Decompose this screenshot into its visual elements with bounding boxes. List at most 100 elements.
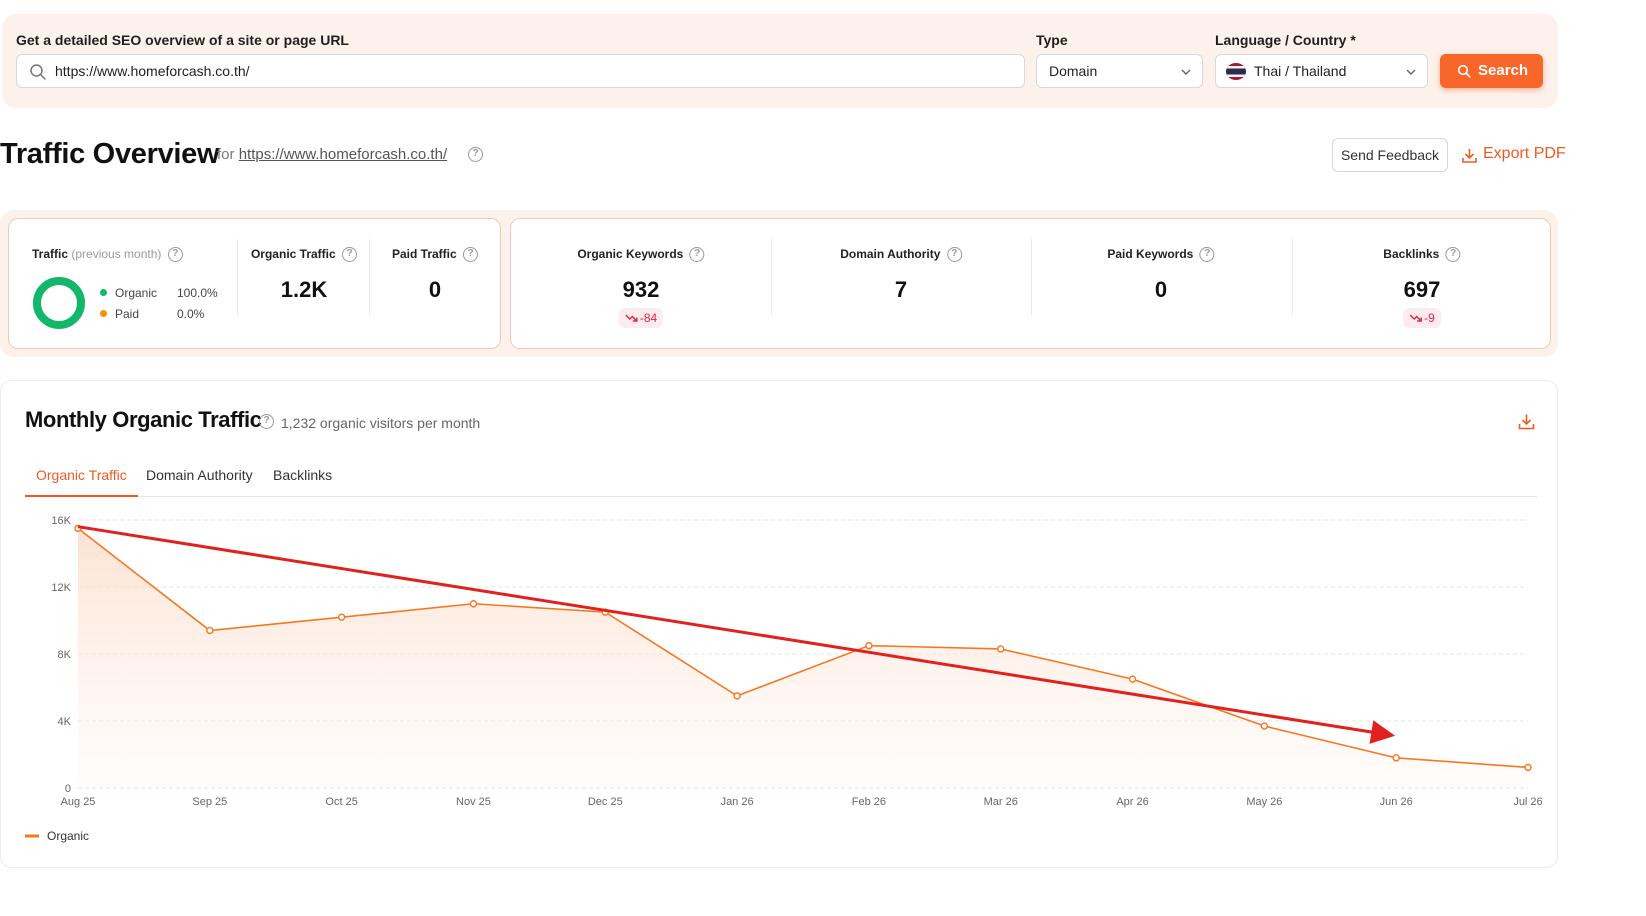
organic-traffic-label-text: Organic Traffic [250, 247, 336, 261]
organic-traffic-value: 1.2K [280, 277, 328, 302]
data-point [1524, 763, 1532, 772]
download-icon[interactable] [1518, 413, 1535, 430]
y-tick-label: 0 [65, 783, 71, 795]
language-select-value: Thai / Thailand [1254, 63, 1347, 79]
donut-organic-ring [33, 277, 85, 329]
url-input-wrapper[interactable] [16, 54, 1025, 88]
y-tick-label: 12K [51, 582, 71, 594]
data-point [865, 641, 873, 650]
search-icon [1457, 64, 1471, 78]
x-tick-label: May 26 [1246, 796, 1282, 808]
organic-keywords-delta-value: -84 [639, 311, 658, 325]
divider [771, 239, 772, 315]
help-icon[interactable]: ? [167, 247, 183, 263]
help-icon[interactable]: ? [463, 247, 479, 263]
site-url-link[interactable]: https://www.homeforcash.co.th/ [238, 146, 448, 163]
help-icon[interactable]: ? [468, 147, 483, 162]
paid-share-value: 0.0% [177, 307, 205, 321]
chart-tabs: Organic Traffic Domain Authority Backlin… [25, 465, 1537, 497]
x-tick-label: Oct 25 [325, 796, 357, 808]
data-point [206, 626, 214, 635]
help-icon[interactable]: ? [259, 414, 274, 429]
chevron-down-icon [1181, 69, 1191, 75]
y-tick-label: 8K [58, 649, 72, 661]
paid-dot [100, 310, 107, 317]
traffic-period: (previous month) [71, 247, 162, 261]
legend-organic: Organic [100, 286, 157, 300]
organic-traffic-label: Organic Traffic ? [250, 247, 358, 263]
stats-panel: Traffic (previous month) ? Organic 100.0… [0, 210, 1558, 357]
backlinks-value: 697 [1403, 277, 1441, 302]
paid-keywords-value: 0 [1154, 277, 1168, 302]
organic-share-value: 100.0% [177, 286, 218, 300]
thailand-flag-icon [1226, 63, 1246, 80]
trend-arrow [77, 525, 1396, 744]
chart-title: Monthly Organic Traffic [25, 407, 262, 432]
organic-dot [100, 289, 107, 296]
help-icon[interactable]: ? [1199, 247, 1215, 263]
domain-authority-label: Domain Authority ? [840, 247, 962, 263]
x-tick-label: Nov 25 [456, 796, 491, 808]
search-panel: Get a detailed SEO overview of a site or… [2, 14, 1558, 108]
legend-paid: Paid [100, 307, 139, 321]
organic-keywords-label-text: Organic Keywords [577, 247, 684, 261]
chart-subtitle: 1,232 organic visitors per month [281, 415, 481, 431]
help-icon[interactable]: ? [946, 247, 962, 263]
divider [1292, 239, 1293, 315]
language-select[interactable]: Thai / Thailand [1215, 54, 1428, 88]
type-select[interactable]: Domain [1036, 54, 1203, 88]
send-feedback-button[interactable]: Send Feedback [1332, 138, 1448, 172]
divider [1031, 239, 1032, 315]
traffic-label: Traffic (previous month) ? [32, 247, 183, 263]
paid-keywords-label: Paid Keywords ? [1107, 247, 1215, 263]
x-tick-label: Jun 26 [1380, 796, 1413, 808]
organic-keywords-delta: -84 [618, 308, 664, 328]
paid-traffic-label: Paid Traffic ? [391, 247, 479, 263]
trend-down-icon [1409, 314, 1422, 322]
chevron-down-icon [1406, 69, 1416, 75]
legend-label: Organic [47, 829, 89, 843]
x-tick-label: Feb 26 [852, 796, 886, 808]
backlinks-label: Backlinks ? [1383, 247, 1461, 263]
x-tick-label: Jul 26 [1513, 796, 1542, 808]
data-point [733, 692, 741, 700]
y-tick-label: 4K [58, 716, 72, 728]
x-tick-label: Dec 25 [588, 796, 623, 808]
for-prefix: for [217, 146, 235, 163]
tab-backlinks[interactable]: Backlinks [273, 467, 333, 483]
domain-authority-value: 7 [894, 277, 908, 302]
series-line [77, 527, 1529, 769]
backlinks-label-text: Backlinks [1383, 247, 1440, 261]
search-icon [30, 64, 46, 80]
paid-legend-name: Paid [115, 307, 140, 321]
paid-traffic-value: 0 [428, 277, 442, 302]
help-icon[interactable]: ? [342, 247, 358, 263]
traffic-label-text: Traffic [32, 247, 69, 261]
paid-keywords-label-text: Paid Keywords [1107, 247, 1194, 261]
paid-traffic-label-text: Paid Traffic [391, 247, 457, 261]
tab-domain-authority[interactable]: Domain Authority [146, 467, 253, 483]
x-tick-label: Aug 25 [61, 796, 96, 808]
url-field-label: Get a detailed SEO overview of a site or… [16, 32, 349, 48]
divider [237, 239, 238, 315]
data-point [1260, 722, 1269, 730]
backlinks-delta: -9 [1403, 308, 1441, 328]
help-icon[interactable]: ? [689, 247, 705, 263]
search-button[interactable]: Search [1440, 54, 1543, 88]
data-point [337, 613, 346, 621]
x-tick-label: Mar 26 [984, 796, 1018, 808]
help-icon[interactable]: ? [1445, 247, 1461, 263]
monthly-organic-traffic-card: Monthly Organic Traffic ? 1,232 organic … [0, 380, 1558, 868]
trend-down-icon [625, 314, 638, 322]
x-tick-label: Apr 26 [1116, 796, 1148, 808]
search-button-label: Search [1478, 62, 1529, 79]
tab-organic-traffic[interactable]: Organic Traffic [25, 467, 138, 497]
data-point [997, 645, 1005, 653]
language-label: Language / Country * [1215, 32, 1356, 48]
type-select-value: Domain [1049, 63, 1098, 79]
url-input[interactable] [55, 55, 1015, 87]
data-point [1392, 754, 1400, 762]
organic-traffic-chart: 0 4K 8K 12K 16K Aug 25 Sep 25 Oct 25 Nov 25 Dec 2… [25, 515, 1543, 843]
export-pdf-label: Export PDF [1483, 145, 1566, 162]
page-title: Traffic Overview [0, 138, 220, 170]
